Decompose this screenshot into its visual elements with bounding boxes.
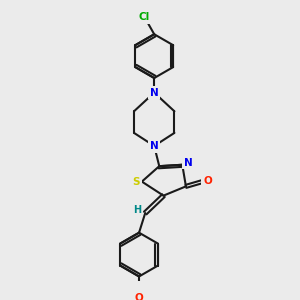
Text: S: S (133, 177, 140, 187)
Text: O: O (203, 176, 212, 186)
Text: N: N (150, 88, 159, 98)
Text: H: H (133, 205, 141, 215)
Text: N: N (150, 141, 159, 151)
Text: N: N (184, 158, 193, 167)
Text: Cl: Cl (139, 12, 150, 22)
Text: O: O (135, 293, 143, 300)
